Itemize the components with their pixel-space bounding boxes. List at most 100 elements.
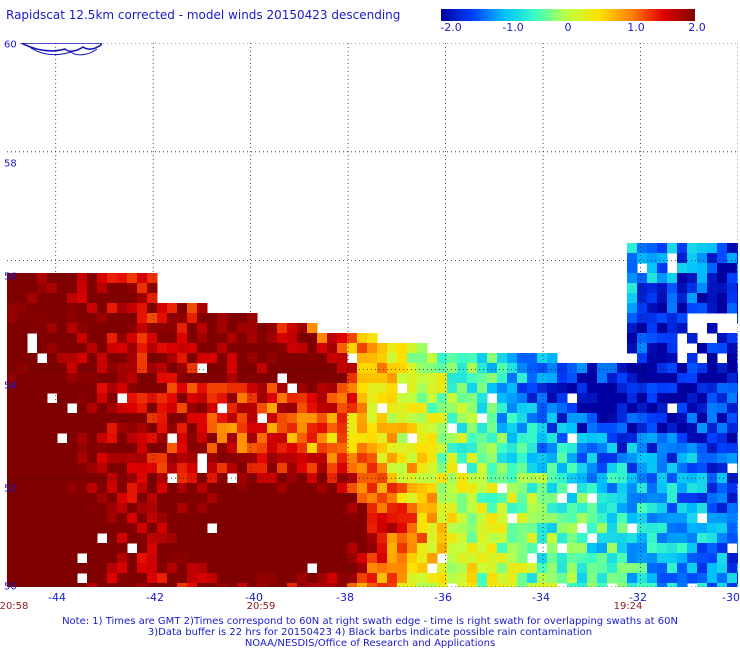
wind-difference-cell	[487, 363, 498, 374]
wind-difference-cell	[567, 413, 578, 424]
wind-difference-cell	[327, 393, 338, 404]
wind-difference-cell	[87, 463, 98, 474]
wind-difference-cell	[477, 503, 488, 514]
wind-difference-cell	[667, 423, 678, 434]
wind-difference-cell	[407, 413, 418, 424]
wind-difference-cell	[497, 393, 508, 404]
wind-difference-cell	[37, 333, 48, 344]
wind-difference-cell	[647, 373, 658, 384]
wind-difference-cell	[527, 383, 538, 394]
wind-difference-cell	[637, 463, 648, 474]
wind-difference-cell	[697, 473, 708, 484]
wind-difference-cell	[67, 423, 78, 434]
wind-difference-cell	[677, 273, 688, 284]
wind-difference-cell	[357, 343, 368, 354]
wind-difference-cell	[347, 373, 358, 384]
wind-difference-cell	[367, 493, 378, 504]
wind-difference-cell	[267, 453, 278, 464]
wind-difference-cell	[207, 533, 218, 544]
wind-difference-cell	[557, 363, 568, 374]
wind-difference-cell	[737, 263, 738, 274]
wind-difference-cell	[187, 423, 198, 434]
wind-difference-cell	[87, 573, 98, 584]
wind-difference-cell	[157, 373, 168, 384]
wind-difference-cell	[557, 393, 568, 404]
wind-difference-cell	[627, 563, 638, 574]
wind-difference-cell	[127, 333, 138, 344]
wind-difference-cell	[597, 553, 608, 564]
wind-difference-cell	[317, 353, 328, 364]
wind-difference-cell	[727, 423, 738, 434]
wind-difference-cell	[677, 403, 688, 414]
wind-difference-cell	[187, 453, 198, 464]
wind-difference-cell	[407, 353, 418, 364]
wind-difference-cell	[37, 483, 48, 494]
wind-difference-cell	[17, 453, 28, 464]
wind-difference-cell	[227, 573, 238, 584]
wind-difference-cell	[607, 503, 618, 514]
wind-difference-cell	[37, 303, 48, 314]
wind-difference-cell	[267, 323, 278, 334]
wind-difference-cell	[487, 433, 498, 444]
wind-difference-cell	[497, 523, 508, 534]
wind-difference-cell	[107, 473, 118, 484]
wind-difference-cell	[647, 583, 658, 587]
wind-difference-cell	[247, 373, 258, 384]
wind-difference-cell	[637, 413, 648, 424]
wind-difference-cell	[217, 333, 228, 344]
wind-difference-cell	[227, 523, 238, 534]
wind-difference-cell	[67, 383, 78, 394]
wind-difference-cell	[467, 373, 478, 384]
wind-difference-cell	[347, 333, 358, 344]
wind-difference-cell	[247, 463, 258, 474]
wind-difference-cell	[327, 563, 338, 574]
wind-difference-cell	[647, 243, 658, 254]
wind-difference-cell	[247, 453, 258, 464]
wind-difference-cell	[187, 403, 198, 414]
wind-difference-cell	[407, 533, 418, 544]
wind-difference-cell	[567, 583, 578, 587]
wind-difference-cell	[657, 433, 668, 444]
wind-difference-cell	[257, 563, 268, 574]
wind-difference-cell	[687, 413, 698, 424]
wind-difference-cell	[57, 413, 68, 424]
wind-difference-cell	[347, 453, 358, 464]
wind-difference-cell	[477, 363, 488, 374]
wind-difference-cell	[697, 363, 708, 374]
wind-difference-cell	[137, 313, 148, 324]
wind-difference-cell	[657, 553, 668, 564]
wind-difference-cell	[447, 513, 458, 524]
wind-difference-cell	[47, 523, 58, 534]
wind-difference-cell	[27, 483, 38, 494]
wind-difference-cell	[587, 453, 598, 464]
wind-difference-cell	[657, 333, 668, 344]
wind-difference-cell	[537, 363, 548, 374]
wind-difference-cell	[317, 533, 328, 544]
wind-difference-cell	[417, 513, 428, 524]
wind-difference-cell	[617, 563, 628, 574]
wind-difference-cell	[637, 363, 648, 374]
wind-difference-cell	[637, 383, 648, 394]
wind-difference-cell	[377, 563, 388, 574]
wind-difference-cell	[707, 563, 718, 574]
wind-difference-cell	[567, 573, 578, 584]
wind-difference-cell	[177, 513, 188, 524]
wind-difference-cell	[207, 453, 218, 464]
wind-difference-cell	[707, 533, 718, 544]
wind-difference-cell	[47, 383, 58, 394]
wind-difference-cell	[217, 433, 228, 444]
wind-difference-cell	[727, 443, 738, 454]
wind-difference-cell	[547, 373, 558, 384]
wind-difference-cell	[257, 583, 268, 587]
wind-difference-cell	[487, 403, 498, 414]
wind-difference-cell	[87, 563, 98, 574]
wind-difference-cell	[727, 293, 738, 304]
wind-difference-cell	[157, 393, 168, 404]
wind-difference-cell	[17, 503, 28, 514]
wind-difference-cell	[287, 583, 298, 587]
wind-difference-cell	[717, 383, 728, 394]
wind-difference-cell	[157, 503, 168, 514]
wind-difference-cell	[97, 523, 108, 534]
wind-difference-cell	[7, 453, 18, 464]
wind-difference-cell	[67, 543, 78, 554]
